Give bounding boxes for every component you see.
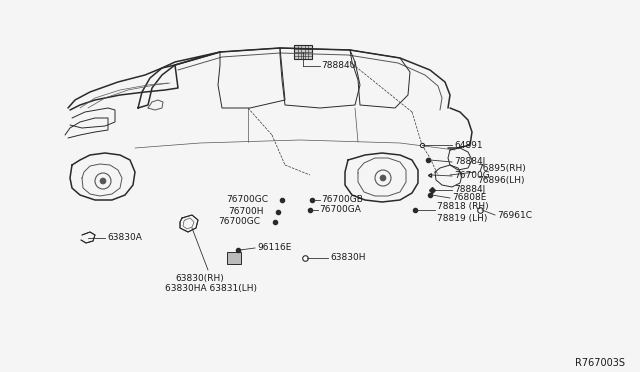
Text: 78818 (RH): 78818 (RH) [437,202,488,211]
Text: R767003S: R767003S [575,358,625,368]
Text: 76896(LH): 76896(LH) [477,176,525,185]
Text: 63830H: 63830H [330,253,365,263]
Text: 76700GC: 76700GC [218,218,260,227]
Circle shape [380,175,386,181]
Text: 78819 (LH): 78819 (LH) [437,214,488,222]
Text: 96116E: 96116E [257,244,291,253]
FancyBboxPatch shape [227,252,241,264]
Text: 78884J: 78884J [454,186,485,195]
Text: 63830(RH): 63830(RH) [175,273,224,282]
Text: 76808E: 76808E [452,193,486,202]
Text: 76961C: 76961C [497,211,532,219]
Text: 76700GC: 76700GC [226,196,268,205]
Text: 76700GA: 76700GA [319,205,361,215]
Text: 64891: 64891 [454,141,483,150]
Text: 76700H: 76700H [228,208,264,217]
Text: 78884J: 78884J [454,157,485,167]
Circle shape [100,178,106,184]
Text: 76895(RH): 76895(RH) [477,164,525,173]
Text: 63830HA 63831(LH): 63830HA 63831(LH) [165,283,257,292]
Text: 78884U: 78884U [321,61,356,71]
Text: 63830A: 63830A [107,234,142,243]
Text: 76700G: 76700G [454,171,490,180]
Bar [294,45,312,59]
Text: 76700GB: 76700GB [321,196,363,205]
